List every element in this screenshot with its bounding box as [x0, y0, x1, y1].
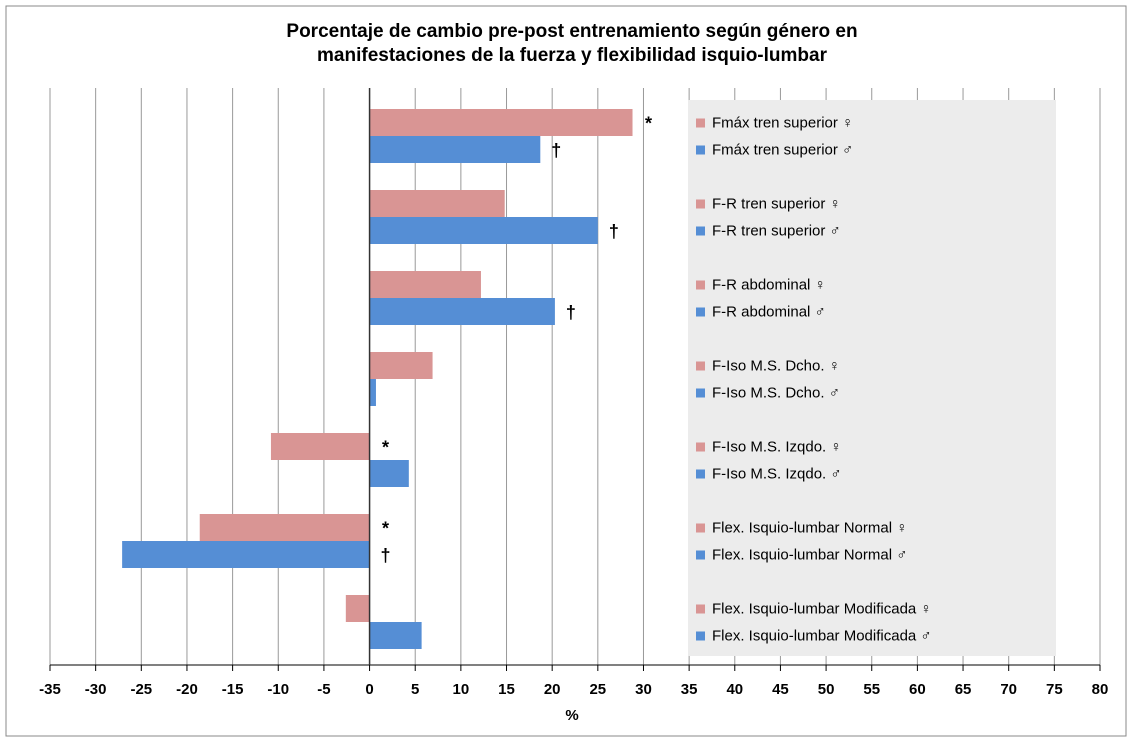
- x-tick-label: 45: [772, 681, 789, 698]
- bar: [345, 595, 370, 622]
- x-tick-label: 70: [1000, 681, 1017, 698]
- legend-label: F-R tren superior ♂: [712, 222, 841, 239]
- legend-label: Fmáx tren superior ♀: [712, 114, 853, 131]
- x-tick-label: -25: [130, 681, 152, 698]
- bar: [369, 109, 633, 136]
- x-tick-label: 55: [863, 681, 880, 698]
- x-tick-label: 10: [453, 681, 470, 698]
- legend-label: Fmáx tren superior ♂: [712, 141, 853, 158]
- bar: [369, 298, 555, 325]
- bar: [369, 460, 409, 487]
- x-tick-label: 0: [365, 681, 373, 698]
- bar: [369, 622, 422, 649]
- legend-label: F-Iso M.S. Izqdo. ♀: [712, 438, 842, 455]
- x-tick-label: -30: [85, 681, 107, 698]
- legend-label: Flex. Isquio-lumbar Normal ♂: [712, 546, 907, 563]
- legend-label: F-R abdominal ♂: [712, 303, 826, 320]
- bar: [369, 379, 376, 406]
- legend-swatch: [696, 118, 705, 128]
- x-tick-label: 40: [726, 681, 743, 698]
- legend-swatch: [696, 307, 705, 317]
- legend-swatch: [696, 226, 705, 236]
- annotation: †: [381, 545, 391, 565]
- bar: [270, 433, 370, 460]
- legend-label: F-R abdominal ♀: [712, 276, 826, 293]
- legend-swatch: [696, 523, 705, 533]
- legend-label: Flex. Isquio-lumbar Normal ♀: [712, 519, 907, 536]
- legend-label: F-R tren superior ♀: [712, 195, 841, 212]
- x-tick-label: -5: [317, 681, 330, 698]
- annotation: †: [609, 221, 619, 241]
- x-tick-label: 35: [681, 681, 698, 698]
- x-tick-label: -10: [267, 681, 289, 698]
- legend-swatch: [696, 388, 705, 398]
- x-tick-label: 20: [544, 681, 561, 698]
- x-axis-label: %: [565, 707, 578, 724]
- legend-label: F-Iso M.S. Dcho. ♀: [712, 357, 840, 374]
- legend-swatch: [696, 442, 705, 452]
- legend-swatch: [696, 469, 705, 479]
- x-tick-label: 65: [955, 681, 972, 698]
- x-tick-label: 5: [411, 681, 419, 698]
- x-tick-label: 50: [818, 681, 835, 698]
- legend-box: [688, 100, 1056, 656]
- legend-label: F-Iso M.S. Dcho. ♂: [712, 384, 840, 401]
- legend-swatch: [696, 550, 705, 560]
- bar: [369, 352, 433, 379]
- x-tick-label: -15: [222, 681, 244, 698]
- legend-swatch: [696, 280, 705, 290]
- legend-label: Flex. Isquio-lumbar Modificada ♂: [712, 627, 932, 644]
- annotation: *: [382, 518, 389, 538]
- annotation: *: [645, 113, 652, 133]
- x-tick-label: 80: [1092, 681, 1109, 698]
- bar: [199, 514, 370, 541]
- x-tick-label: -35: [39, 681, 61, 698]
- x-tick-label: 15: [498, 681, 515, 698]
- legend-swatch: [696, 631, 705, 641]
- x-tick-label: -20: [176, 681, 198, 698]
- bar: [369, 217, 598, 244]
- legend-swatch: [696, 604, 705, 614]
- legend-swatch: [696, 145, 705, 155]
- annotation: †: [566, 302, 576, 322]
- x-tick-label: 75: [1046, 681, 1063, 698]
- legend-swatch: [696, 199, 705, 209]
- legend-label: Flex. Isquio-lumbar Modificada ♀: [712, 600, 932, 617]
- x-tick-label: 30: [635, 681, 652, 698]
- bar: [369, 271, 481, 298]
- annotation: †: [551, 140, 561, 160]
- bar: [122, 541, 370, 568]
- chart-title: Porcentaje de cambio pre-post entrenamie…: [286, 21, 857, 42]
- x-tick-label: 25: [589, 681, 606, 698]
- x-tick-label: 60: [909, 681, 926, 698]
- chart-title: manifestaciones de la fuerza y flexibili…: [317, 45, 828, 66]
- bar: [369, 190, 505, 217]
- bar: [369, 136, 541, 163]
- legend-swatch: [696, 361, 705, 371]
- annotation: *: [382, 437, 389, 457]
- legend-label: F-Iso M.S. Izqdo. ♂: [712, 465, 842, 482]
